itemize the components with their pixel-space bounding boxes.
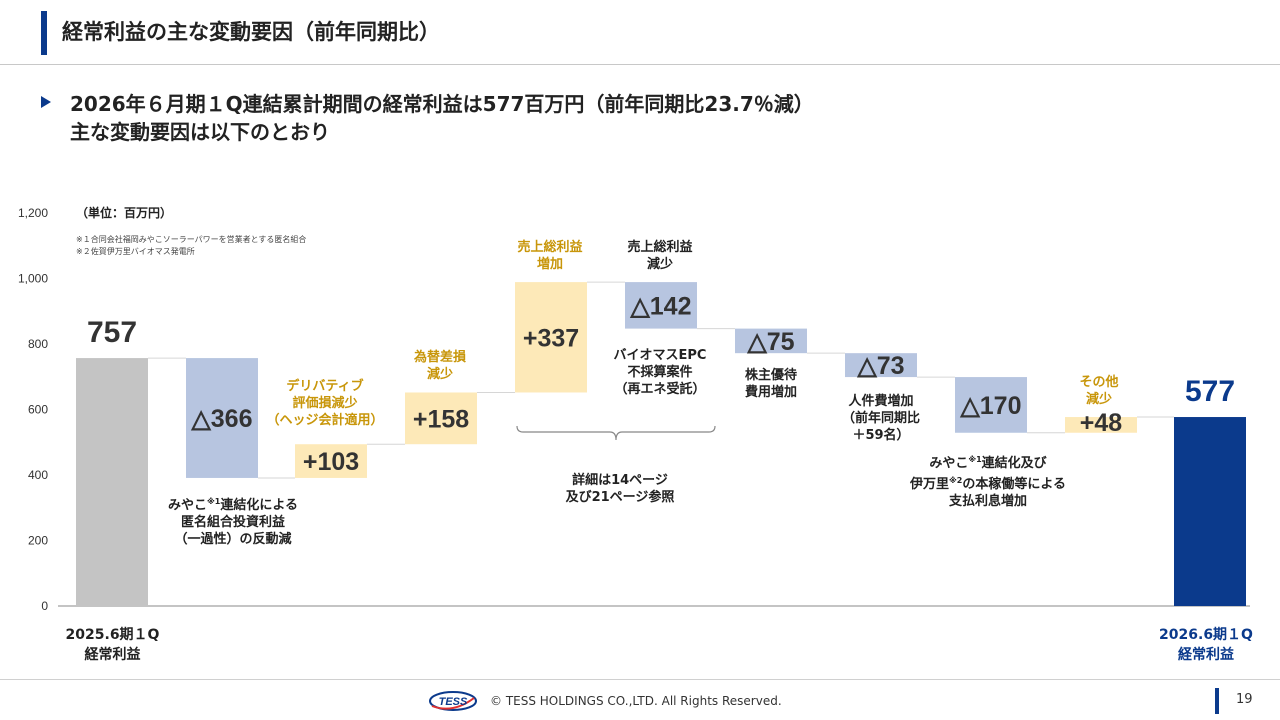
annotation-text: （前年同期比	[841, 411, 920, 426]
annotation-text: その他	[1079, 375, 1119, 390]
annotation-text: 減少	[646, 257, 673, 272]
annotation-text: 及び21ページ参照	[565, 490, 675, 505]
detail-bracket	[516, 425, 716, 441]
waterfall-bar	[186, 358, 258, 478]
annotation-text: 株主優待	[744, 368, 797, 383]
bar-value-label: +48	[1080, 409, 1123, 437]
y-tick-label: 400	[28, 468, 48, 482]
annotation-text: 匿名組合投資利益	[180, 515, 285, 530]
annotation-derivative: デリバティブ 評価損減少 （ヘッジ会計適用）	[255, 378, 395, 429]
annotation-text: 為替差損	[413, 350, 466, 365]
annotation-text: （再エネ受託）	[614, 382, 706, 397]
waterfall-chart: 0 200 400 600 800 1,000 1,200 757 △366 +103 +158 +3…	[18, 206, 1250, 613]
annotation-fx-loss: 為替差損 減少	[395, 349, 485, 383]
annotation-text: ＋59名）	[852, 428, 910, 443]
waterfall-bar	[76, 358, 148, 606]
lead-line-2: 主な変動要因は以下のとおり	[70, 120, 330, 144]
annotation-detail-reference: 詳細は14ページ 及び21ページ参照	[545, 472, 695, 506]
annotation-text: 減少	[426, 367, 453, 382]
annotation-text: みやこ	[168, 498, 208, 513]
lead-line-1: 2026年６月期１Q連結累計期間の経常利益は577百万円（前年同期比23.7％減…	[70, 92, 814, 116]
bullet-triangle-icon	[41, 96, 51, 108]
category-label-text: 2025.6期１Q	[65, 627, 160, 643]
category-label-end: 2026.6期１Q 経常利益	[1136, 625, 1276, 665]
page-number: 19	[1236, 692, 1253, 707]
tess-logo: TESS	[429, 691, 477, 711]
annotation-text: （ヘッジ会計適用）	[266, 413, 384, 428]
copyright-text: © TESS HOLDINGS CO.,LTD. All Rights Rese…	[490, 694, 782, 708]
annotation-text: 減少	[1085, 392, 1112, 407]
waterfall-bar	[845, 353, 917, 378]
waterfall-bar	[955, 377, 1027, 433]
y-tick-label: 800	[28, 337, 48, 351]
category-label-text: 2026.6期１Q	[1159, 627, 1253, 643]
unit-label: （単位：百万円）	[76, 206, 173, 220]
annotation-text: 支払利息増加	[948, 494, 1027, 509]
header-accent-bar	[41, 11, 47, 55]
annotation-shareholder-benefit: 株主優待 費用増加	[726, 367, 816, 401]
bar-value-label: +103	[303, 448, 359, 476]
footnote-1: ※１合同会社福岡みやこソーラーパワーを営業者とする匿名組合	[76, 235, 307, 244]
category-label-text: 経常利益	[1178, 647, 1234, 663]
bar-value-label: +158	[413, 405, 469, 433]
bar-value-label: △170	[960, 392, 1022, 420]
annotation-text: 詳細は14ページ	[572, 473, 668, 488]
annotation-miyako-reversal: みやこ※1連結化による 匿名組合投資利益 （一過性）の反動減	[148, 493, 318, 548]
header-divider	[0, 64, 1280, 65]
bar-value-label: △366	[191, 405, 253, 433]
annotation-text: 連結化による	[220, 498, 298, 513]
page-title: 経常利益の主な変動要因（前年同期比）	[62, 20, 440, 44]
annotation-text: 連結化及び	[981, 456, 1047, 471]
bar-value-label: △73	[856, 352, 904, 380]
annotation-footnote-mark: ※2	[949, 476, 963, 485]
waterfall-bar	[735, 328, 807, 354]
annotation-text: みやこ	[929, 456, 969, 471]
waterfall-bar	[625, 282, 697, 329]
y-tick-label: 1,200	[18, 206, 48, 220]
annotation-text: 人件費増加	[848, 394, 914, 409]
annotation-text: 不採算案件	[627, 365, 693, 380]
bar-value-label: 757	[87, 316, 137, 349]
annotation-biomass-epc: バイオマスEPC 不採算案件 （再エネ受託）	[592, 347, 728, 398]
annotation-footnote-mark: ※1	[968, 455, 982, 464]
bar-value-label: +337	[523, 324, 579, 352]
annotation-other: その他 減少	[1062, 374, 1136, 408]
y-tick-label: 1,000	[18, 272, 48, 286]
annotation-personnel-cost: 人件費増加 （前年同期比 ＋59名）	[826, 393, 936, 444]
category-label-text: 経常利益	[84, 647, 141, 663]
annotation-text: 売上総利益	[627, 240, 693, 255]
annotation-text: デリバティブ	[286, 379, 364, 394]
annotation-text: バイオマスEPC	[613, 348, 707, 363]
annotation-text: の本稼働等による	[962, 477, 1066, 492]
annotation-interest-expense: みやこ※1連結化及び 伊万里※2の本稼働等による 支払利息増加	[868, 451, 1108, 510]
y-tick-label: 200	[28, 534, 48, 548]
bar-value-label: △142	[630, 292, 692, 320]
page-number-accent	[1215, 688, 1219, 714]
lead-summary: 2026年６月期１Q連結累計期間の経常利益は577百万円（前年同期比23.7％減…	[70, 90, 814, 146]
annotation-gross-profit-increase: 売上総利益 増加	[505, 239, 595, 273]
footer-divider	[0, 679, 1280, 680]
y-tick-label: 600	[28, 403, 48, 417]
annotation-text: 評価損減少	[292, 396, 358, 411]
waterfall-bar	[1065, 417, 1137, 433]
annotation-gross-profit-decrease: 売上総利益 減少	[615, 239, 705, 273]
annotation-text: 売上総利益	[517, 240, 583, 255]
waterfall-bar	[1174, 417, 1246, 606]
annotation-text: 費用増加	[744, 385, 797, 400]
annotation-text: （一過性）の反動減	[174, 532, 292, 547]
logo-text: TESS	[439, 696, 468, 708]
waterfall-bar	[405, 392, 477, 445]
annotation-text: 増加	[536, 257, 563, 272]
waterfall-bar	[295, 444, 367, 478]
footnote-2: ※２佐賀伊万里バイオマス発電所	[76, 247, 195, 256]
waterfall-bar	[515, 282, 587, 393]
annotation-footnote-mark: ※1	[207, 497, 221, 506]
y-tick-label: 0	[41, 599, 48, 613]
annotation-text: 伊万里	[910, 477, 950, 492]
bar-value-label: 577	[1185, 375, 1235, 408]
bar-value-label: △75	[746, 328, 794, 356]
category-label-start: 2025.6期１Q 経常利益	[40, 625, 185, 665]
